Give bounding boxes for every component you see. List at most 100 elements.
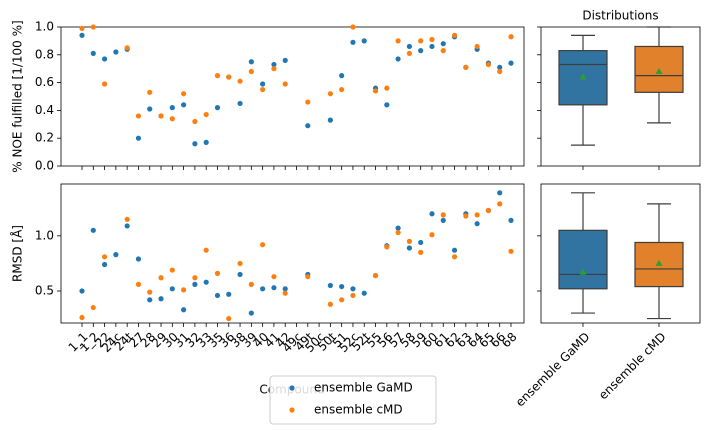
- data-point: [169, 267, 175, 273]
- data-point: [192, 141, 198, 147]
- data-point: [282, 57, 288, 63]
- data-point: [282, 290, 288, 296]
- data-point: [260, 286, 266, 292]
- data-point: [79, 25, 85, 31]
- data-point: [361, 290, 367, 296]
- data-point: [226, 291, 232, 297]
- box: [558, 229, 608, 290]
- axes-frame: [540, 183, 701, 324]
- y-tick-label: 0.8: [35, 47, 54, 61]
- axes-frame: [60, 183, 525, 324]
- data-point: [124, 216, 130, 222]
- data-point: [508, 217, 514, 224]
- data-point: [181, 307, 187, 313]
- data-point: [248, 281, 254, 287]
- data-point: [305, 274, 311, 280]
- mean-marker: [655, 259, 663, 266]
- data-point: [384, 244, 390, 250]
- mean-marker: [579, 73, 587, 80]
- data-point: [101, 81, 108, 87]
- data-point: [203, 279, 209, 285]
- legend-label: ensemble cMD: [314, 403, 403, 417]
- data-point: [101, 254, 108, 260]
- data-point: [248, 59, 254, 65]
- data-point: [237, 260, 243, 267]
- data-point: [90, 50, 96, 57]
- data-point: [271, 285, 277, 291]
- data-point: [406, 43, 412, 50]
- y-axis-label: RMSD [Å]: [10, 225, 25, 282]
- data-point: [339, 73, 345, 79]
- data-point: [361, 38, 367, 44]
- data-point: [79, 314, 85, 321]
- data-point: [158, 275, 164, 281]
- data-point: [429, 232, 435, 238]
- data-point: [147, 106, 153, 112]
- data-point: [260, 242, 266, 248]
- data-point: [214, 292, 221, 299]
- y-tick-label: 1.0: [35, 228, 54, 242]
- data-point: [395, 225, 401, 231]
- data-point: [395, 229, 401, 236]
- data-point: [305, 99, 311, 105]
- data-point: [271, 61, 277, 68]
- data-point: [497, 68, 503, 75]
- data-point: [418, 239, 424, 246]
- data-point: [508, 248, 514, 254]
- data-point: [203, 139, 209, 145]
- x-tick-label: ensemble cMD: [596, 330, 669, 403]
- data-point: [169, 116, 175, 122]
- data-point: [327, 117, 333, 123]
- data-point: [474, 212, 480, 218]
- data-point: [418, 48, 424, 54]
- data-point: [463, 64, 469, 70]
- legend-label: ensemble GaMD: [314, 381, 413, 395]
- data-point: [135, 113, 142, 119]
- data-point: [372, 88, 379, 94]
- data-point: [497, 64, 503, 70]
- data-point: [395, 38, 401, 44]
- data-point: [429, 211, 435, 217]
- data-point: [440, 212, 446, 218]
- y-tick-label: 0.5: [35, 284, 54, 298]
- data-point: [158, 296, 164, 302]
- data-point: [395, 56, 401, 62]
- data-point: [169, 105, 175, 111]
- data-point: [192, 281, 198, 287]
- data-point: [282, 81, 288, 87]
- data-point: [497, 190, 503, 196]
- data-point: [237, 271, 243, 278]
- legend-marker: [289, 385, 295, 391]
- legend-marker: [289, 407, 295, 413]
- data-point: [203, 247, 209, 253]
- data-point: [90, 227, 96, 233]
- data-point: [350, 24, 356, 30]
- data-point: [282, 286, 288, 292]
- data-point: [451, 254, 458, 260]
- data-point: [418, 249, 424, 255]
- data-point: [214, 270, 221, 276]
- data-point: [451, 247, 458, 253]
- y-tick-label: 0.0: [35, 159, 54, 173]
- data-point: [113, 49, 119, 55]
- data-point: [451, 32, 458, 38]
- data-point: [440, 48, 446, 54]
- data-point: [79, 32, 85, 38]
- legend-frame: [269, 375, 437, 425]
- data-point: [350, 292, 356, 299]
- data-point: [350, 286, 356, 292]
- data-point: [327, 282, 333, 289]
- data-point: [158, 113, 164, 119]
- data-point: [339, 283, 345, 290]
- data-point: [181, 287, 187, 293]
- data-point: [440, 41, 446, 47]
- axes-frame: [540, 26, 701, 167]
- data-point: [406, 238, 412, 244]
- data-point: [406, 50, 412, 57]
- data-point: [248, 310, 254, 316]
- data-point: [384, 85, 390, 91]
- data-point: [90, 24, 96, 30]
- data-point: [147, 89, 153, 95]
- y-tick-label: 0.6: [35, 75, 54, 89]
- data-point: [169, 286, 175, 292]
